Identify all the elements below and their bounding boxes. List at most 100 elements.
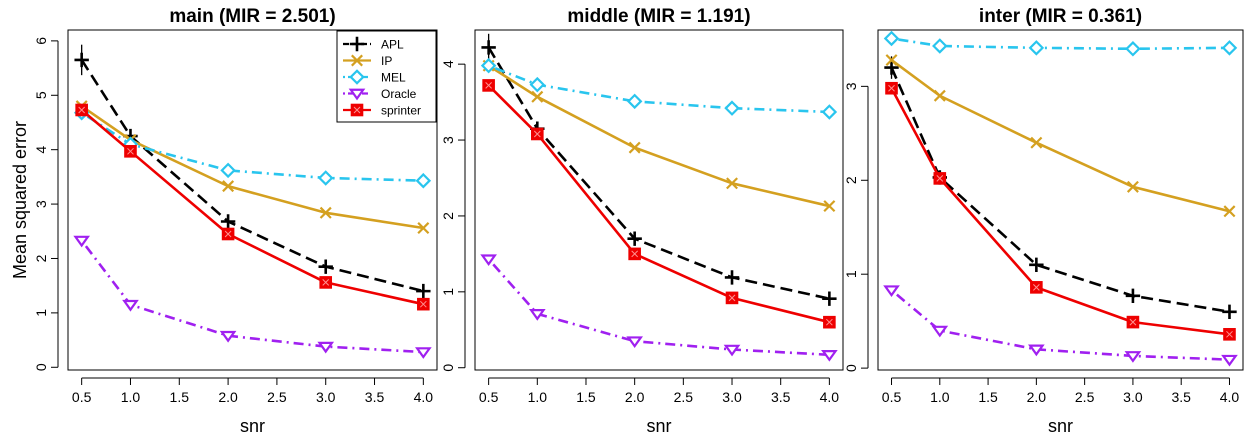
data-point-inner [78,106,86,114]
data-point [317,341,335,354]
legend-label: APL [381,38,404,52]
x-tick-label: 2.5 [1075,389,1095,405]
legend-marker [349,36,365,52]
data-point [1223,205,1236,218]
y-tick-label: 3 [33,200,49,208]
data-point-inner [826,318,833,326]
panel-title: inter (MIR = 0.361) [979,6,1142,27]
data-point [932,38,948,54]
plot-frame [877,29,1244,371]
data-point [415,172,432,189]
data-point [222,180,235,193]
panel-1: main (MIR = 2.501) 0.5 1.0 1.5 2.0 2.5 3.0 3.5 4… [33,6,438,436]
x-tick-label: 3.0 [722,389,742,405]
data-point [1028,344,1045,357]
data-point [220,214,236,229]
legend-item-apl: APL [343,36,404,52]
data-point [1222,304,1237,319]
legend: APL IP MEL Oracle sprinter [336,30,437,123]
data-point [319,206,332,219]
data-point [1125,41,1141,57]
x-tick-label: 2.0 [218,389,238,405]
data-point [931,325,949,338]
data-point [628,141,641,154]
data-point [73,235,91,248]
data-point [480,57,497,74]
data-point [1028,40,1045,56]
data-point [723,344,741,357]
data-point [1124,351,1142,363]
x-tick-label: 1.0 [528,389,548,405]
data-point-inner [1033,283,1040,291]
x-tick-label: 0.5 [72,389,92,405]
data-point [933,89,946,102]
data-point-inner [1129,318,1137,326]
y-tick-label: 3 [843,82,859,90]
x-tick-label: 2.0 [625,389,645,405]
series-oracle [73,235,432,359]
y-tick-label: 6 [33,37,49,45]
panel-2: middle (MIR = 1.191) 0.5 1.0 1.5 2.0 2.5 3.0 3.… [440,6,844,436]
data-point-inner [936,175,944,182]
data-point-inner [888,84,895,92]
data-point [726,177,738,190]
legend-marker-inner [353,106,361,114]
series-mel [883,30,1238,57]
data-point [74,52,89,68]
x-tick-label: 1.5 [576,389,596,405]
plot-frame [67,29,438,371]
legend-label: IP [381,54,392,68]
plot-frame [474,29,844,371]
data-point [627,231,642,246]
y-tick-label: 2 [33,254,49,262]
data-point [1125,288,1141,304]
x-tick-label: 4.0 [1220,389,1240,405]
x-tick-label: 3.5 [365,389,385,405]
data-point-inner [419,300,427,308]
data-point [884,60,899,75]
y-tick-label: 0 [440,364,456,372]
data-point-inner [728,294,736,302]
data-point [481,40,496,55]
series-line [487,258,830,357]
series-ip [885,54,1236,218]
panel-title: middle (MIR = 1.191) [567,6,750,27]
x-tick-label: 4.0 [820,389,840,405]
data-point [724,270,740,285]
data-point [724,100,740,116]
series-line [890,289,1230,361]
series-oracle [883,285,1238,367]
legend-label: Oracle [381,87,417,101]
series-line [80,105,424,230]
series-line [487,84,830,324]
x-tick-label: 0.5 [882,389,902,405]
x-tick-label: 2.0 [1027,389,1047,405]
data-point [528,309,546,321]
data-point [529,76,546,93]
panel-3: inter (MIR = 0.361) 0.5 1.0 1.5 2.0 2.5 3.0 3.5… [843,6,1244,436]
data-point-inner [485,82,492,89]
x-tick-label: 1.5 [170,389,190,405]
panel-title: main (MIR = 2.501) [169,6,335,27]
legend-item-sprinter: sprinter [343,104,421,118]
legend-item-mel: MEL [343,69,406,85]
series-apl [884,56,1237,319]
x-tick-label: 1.0 [930,389,950,405]
data-point [821,104,838,120]
y-tick-label: 1 [440,288,456,296]
data-point [317,170,334,186]
x-axis-label: snr [646,416,671,436]
data-point-inner [533,130,541,138]
data-point [626,93,643,110]
y-tick-label: 0 [33,363,49,371]
y-tick-label: 4 [440,60,456,68]
series-apl [74,44,431,299]
data-point [417,222,430,234]
legend-marker [349,69,365,85]
series-line [80,111,424,182]
y-tick-label: 1 [843,270,859,278]
x-tick-label: 2.5 [674,389,694,405]
series-sprinter [75,103,430,311]
x-tick-label: 3.5 [1171,389,1191,405]
data-point [885,54,898,67]
